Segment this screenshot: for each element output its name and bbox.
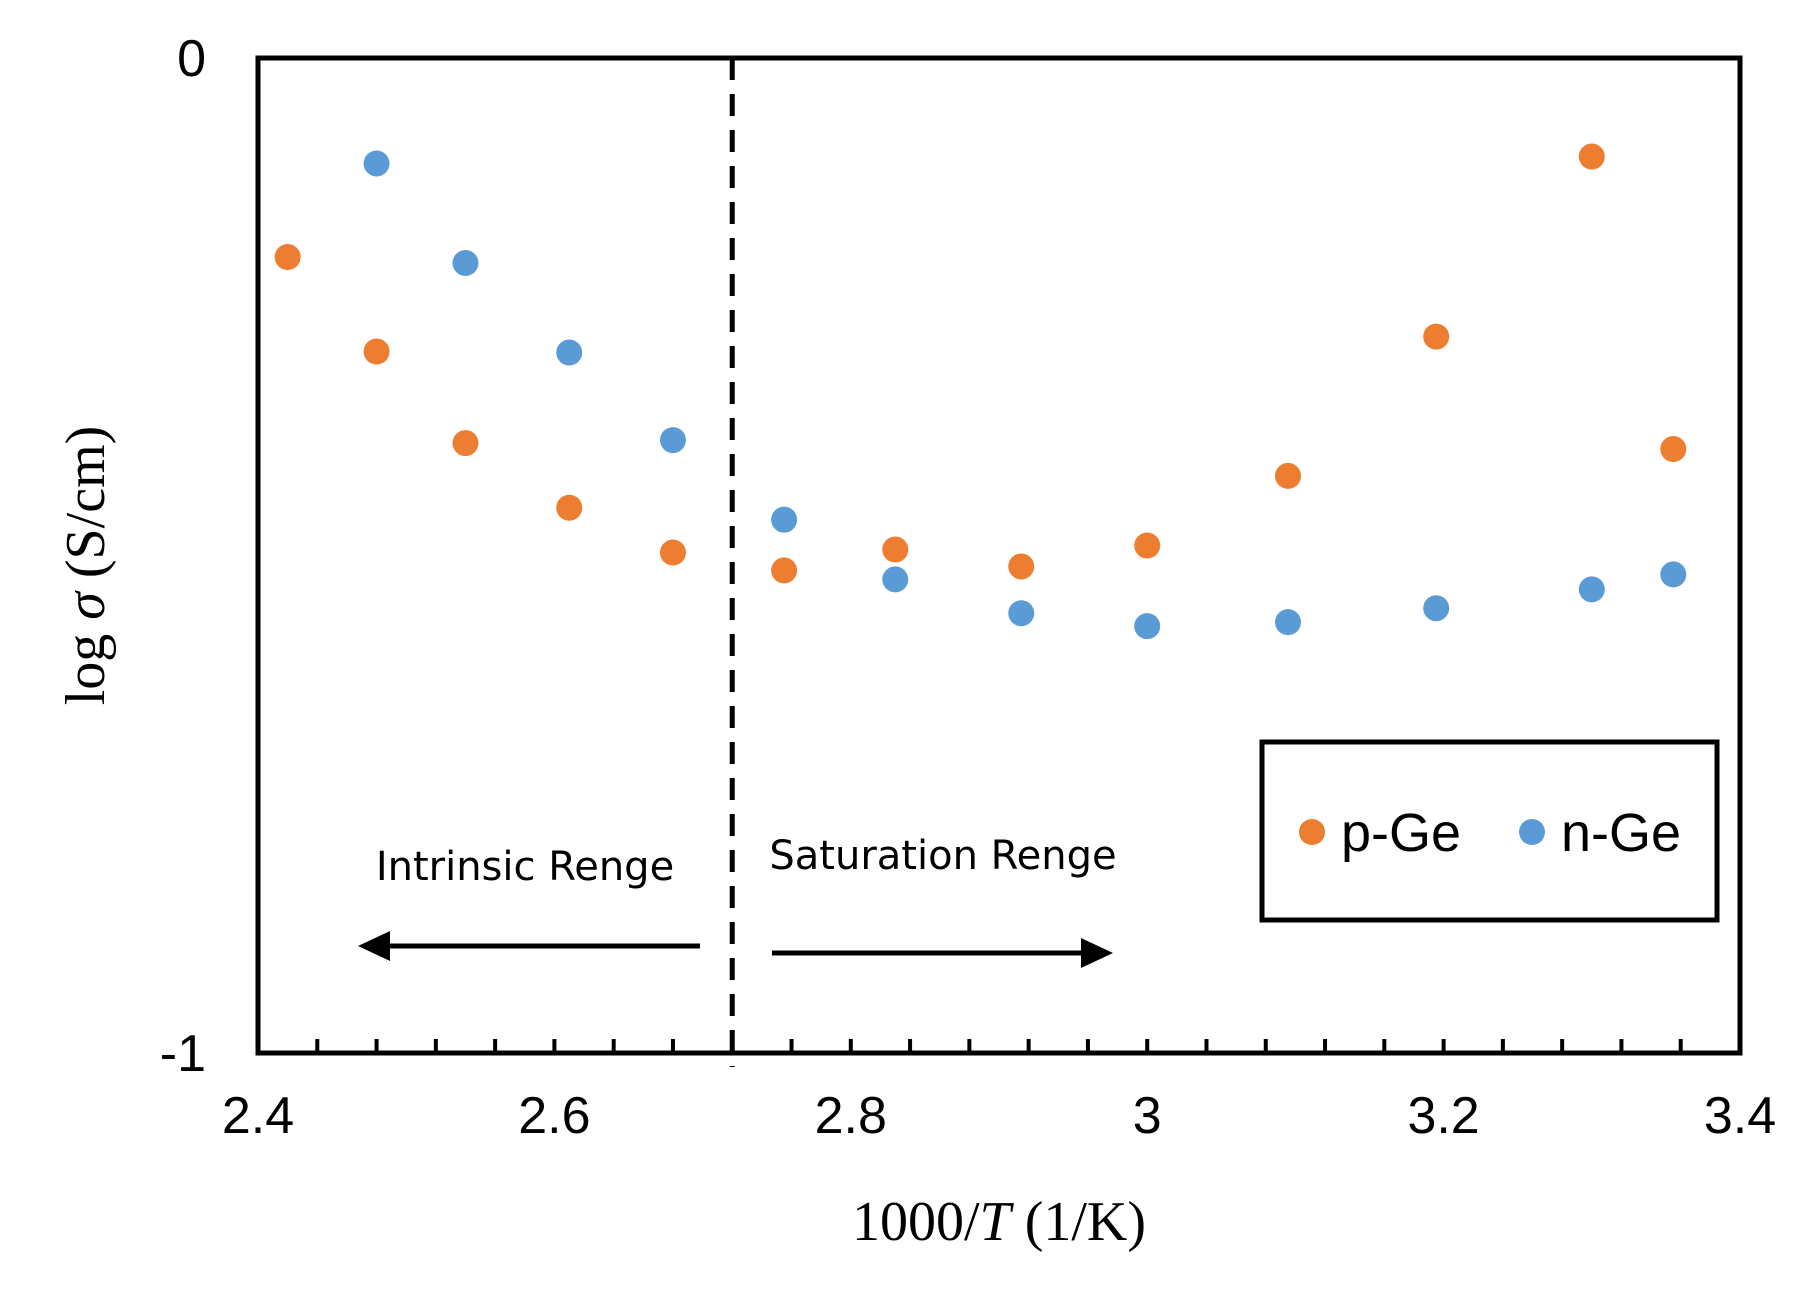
n-ge-point (1274, 609, 1301, 636)
n-ge-point (659, 427, 686, 454)
n-ge-point (363, 150, 390, 177)
x-tick-label: 2.4 (222, 1087, 294, 1145)
legend: p-Ge n-Ge (1259, 739, 1720, 923)
p-ge-point (882, 536, 909, 563)
right-arrow-head-icon (1081, 938, 1113, 968)
p-ge-point (1008, 553, 1035, 580)
n-ge-point (1423, 595, 1450, 622)
p-ge-point (1660, 436, 1687, 463)
y-tick-labels: 0 -1 (160, 30, 206, 1083)
x-tick-label: 2.6 (518, 1087, 590, 1145)
n-ge-point (1008, 600, 1035, 627)
legend-box (1259, 739, 1720, 923)
legend-marker-p-ge (1299, 819, 1325, 845)
x-tick-label: 3.4 (1704, 1087, 1776, 1145)
p-ge-point (659, 539, 686, 566)
data-points-layer (274, 143, 1687, 640)
left-arrow-head-icon (358, 931, 390, 961)
p-ge-point (1578, 143, 1605, 170)
n-ge-point (1660, 561, 1687, 588)
x-axis-title-suffix: (1/K) (1011, 1191, 1146, 1253)
n-ge-point (1578, 576, 1605, 603)
y-tick-label: -1 (160, 1025, 206, 1083)
p-ge-point (1274, 462, 1301, 489)
y-axis-title-var: σ (55, 590, 117, 620)
plot-area-frame (255, 55, 1743, 1056)
x-tick-label: 3 (1133, 1087, 1162, 1145)
y-axis-title-prefix: log (55, 620, 117, 706)
p-ge-point (556, 494, 583, 521)
x-tick-label: 2.8 (815, 1087, 887, 1145)
n-ge-point (556, 339, 583, 366)
x-tick-labels: 2.4 2.6 2.8 3 3.2 3.4 (222, 1087, 1776, 1145)
y-tick-label: 0 (177, 30, 206, 88)
left-arrow (358, 931, 700, 961)
x-axis-title: 1000/T (1/K) (852, 1191, 1146, 1253)
p-ge-point (771, 557, 798, 584)
x-axis-title-prefix: 1000/ (852, 1191, 980, 1253)
legend-label-p-ge: p-Ge (1341, 803, 1461, 863)
p-ge-point (1134, 532, 1161, 559)
p-ge-point (1423, 323, 1450, 350)
y-axis-title: log σ (S/cm) (55, 426, 117, 706)
x-axis-title-var: T (980, 1191, 1015, 1253)
legend-label-n-ge: n-Ge (1561, 803, 1681, 863)
x-minor-ticks (315, 1039, 1683, 1053)
n-ge-point (771, 506, 798, 533)
x-tick-label: 3.2 (1407, 1087, 1479, 1145)
intrinsic-range-label: Intrinsic Renge (376, 844, 674, 890)
p-ge-point (363, 338, 390, 365)
legend-marker-n-ge (1519, 819, 1545, 845)
n-ge-point (882, 566, 909, 593)
p-ge-point (452, 430, 479, 457)
saturation-range-label: Saturation Renge (769, 833, 1116, 879)
y-axis-title-suffix: (S/cm) (55, 426, 117, 592)
p-ge-point (274, 244, 301, 270)
right-arrow (772, 938, 1113, 968)
n-ge-point (1134, 613, 1161, 640)
n-ge-point (452, 249, 479, 276)
